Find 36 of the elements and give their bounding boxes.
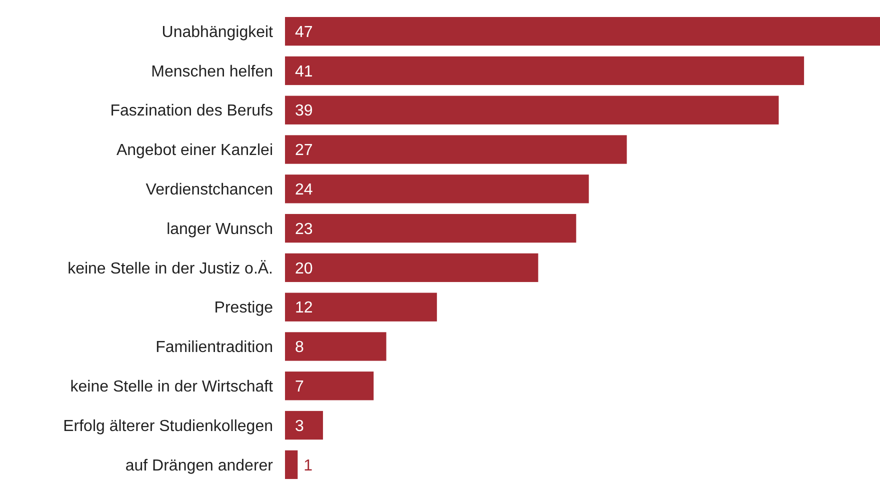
data-label: 12 <box>295 300 313 317</box>
bar <box>285 410 323 440</box>
bar <box>285 214 576 243</box>
y-tick-label: keine Stelle in der Wirtschaft <box>70 378 274 396</box>
y-tick-label: Unabhängigkeit <box>162 24 274 41</box>
data-label: 8 <box>295 339 304 356</box>
bar <box>285 372 374 400</box>
bar <box>285 450 298 479</box>
data-label: 27 <box>295 142 313 160</box>
bar <box>285 253 538 282</box>
bar <box>285 174 589 204</box>
y-tick-label: Familientradition <box>156 339 273 356</box>
y-tick-label: keine Stelle in der Justiz o.Ä. <box>68 259 273 278</box>
bar <box>285 292 437 322</box>
bar <box>285 96 779 124</box>
y-tick-label: langer Wunsch <box>166 220 273 238</box>
data-label: 7 <box>295 378 304 396</box>
data-label: 24 <box>295 182 313 199</box>
y-tick-label: Erfolg älterer Studienkollegen <box>63 418 273 435</box>
data-label: 39 <box>295 102 313 120</box>
y-tick-label: Prestige <box>214 300 274 317</box>
data-label: 23 <box>295 220 313 238</box>
y-tick-label: auf Drängen anderer <box>125 457 274 474</box>
y-tick-label: Menschen helfen <box>151 63 273 80</box>
data-label: 3 <box>295 418 304 435</box>
data-label: 47 <box>295 24 313 41</box>
y-tick-label: Angebot einer Kanzlei <box>116 142 273 160</box>
bar <box>285 332 386 361</box>
data-label: 20 <box>295 260 313 278</box>
data-label: 41 <box>295 63 313 80</box>
y-tick-label: Verdienstchancen <box>146 182 273 199</box>
data-label: 1 <box>304 457 313 474</box>
y-tick-label: Faszination des Berufs <box>110 102 273 120</box>
bar <box>285 56 804 86</box>
bar <box>285 135 627 164</box>
bar <box>285 17 880 46</box>
